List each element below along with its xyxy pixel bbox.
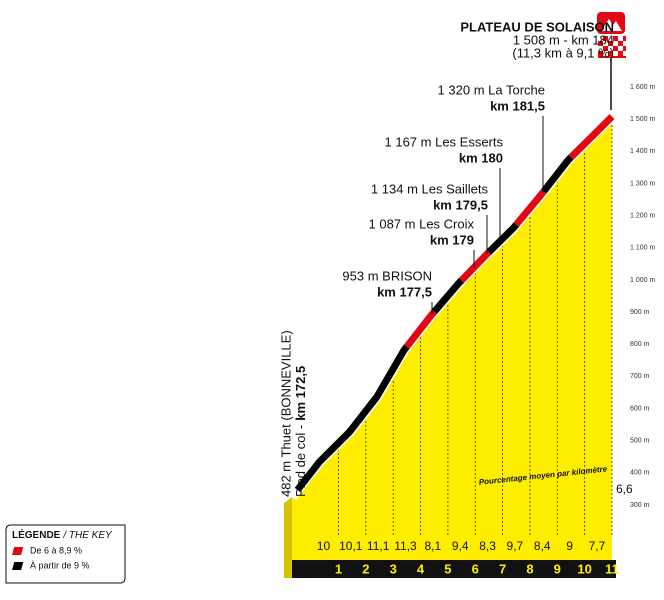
gradient-label: 10: [317, 539, 331, 553]
annotation-km: km 177,5: [377, 284, 432, 299]
km-label: 10: [577, 561, 591, 576]
y-tick-label: 300 m: [630, 502, 650, 509]
annotation-label: 1 087 m Les Croix: [369, 216, 475, 231]
gradient-stroke: [486, 222, 519, 255]
summit-info: (11,3 km à 9,1 %): [512, 45, 614, 60]
gradient-stroke: [568, 127, 601, 160]
gradient-stroke: [322, 426, 355, 459]
annotation-km: km 180: [459, 150, 503, 165]
km-label: 3: [390, 561, 397, 576]
gradient-stroke: [404, 309, 437, 349]
legend-box: [5, 524, 126, 584]
km-label: 5: [444, 561, 451, 576]
y-tick-label: 1 600 m: [630, 84, 655, 91]
gradient-stroke: [513, 189, 547, 227]
layer-lines: [288, 113, 616, 535]
mountain-shape: [601, 19, 622, 31]
flag-checks: [598, 36, 626, 56]
layer-area: [284, 116, 616, 578]
km-label: 4: [417, 561, 425, 576]
annotation-km: km 179: [430, 232, 474, 247]
km-label: 11: [605, 561, 619, 576]
y-tick-label: 1 300 m: [630, 180, 655, 187]
start-annotation: Pied de col - km 172,5: [293, 366, 308, 497]
annotation-label: 953 m BRISON: [342, 268, 432, 283]
gradient-label: 10,1: [339, 539, 363, 553]
summit-name: PLATEAU DE SOLAISON: [460, 19, 614, 34]
gradient-stroke: [431, 277, 465, 315]
legend-swatch: [12, 562, 24, 570]
gradient-stroke: [349, 390, 383, 431]
y-tick-label: 1 000 m: [630, 277, 655, 284]
y-tick-label: 500 m: [630, 438, 650, 445]
y-tick-label: 1 500 m: [630, 116, 655, 123]
start-km: km 172,5: [293, 366, 308, 421]
km-label: 8: [526, 561, 533, 576]
y-tick-label: 1 100 m: [630, 245, 655, 252]
legend-label: À partir de 9 %: [30, 560, 90, 570]
gradient-label: 8,3: [479, 539, 496, 553]
gradient-label: 7,7: [589, 539, 606, 553]
gradient-stroke: [459, 249, 492, 283]
gradient-label: 9,7: [507, 539, 524, 553]
layer-text: 1 2 3 4 5 6 7 8 9 10 11 10 10,1 11,1 11,3 8,1 9,4 8,3 9,7 8…: [317, 82, 656, 576]
gradient-stroke: [540, 154, 574, 194]
km-label: 6: [472, 561, 479, 576]
annotation-km: km 179,5: [433, 197, 488, 212]
y-tick-label: 1 400 m: [630, 148, 655, 155]
legend-label: De 6 à 8,9 %: [30, 545, 82, 555]
legend-items: De 6 à 8,9 % À partir de 9 %: [12, 545, 90, 570]
gradient-label: 6,6: [616, 482, 633, 496]
summit-icon: [597, 12, 626, 110]
km-label: 1: [335, 561, 342, 576]
legend-title: LÉGENDE / THE KEY: [12, 528, 113, 541]
gradient-label: 11,1: [367, 539, 390, 553]
gradient-label: 8,4: [534, 539, 551, 553]
gradient-stroke: [595, 114, 615, 133]
gradient-stroke: [376, 344, 410, 395]
y-tick-label: 600 m: [630, 405, 650, 412]
y-tick-label: 900 m: [630, 309, 650, 316]
y-tick-label: 1 200 m: [630, 212, 655, 219]
km-label: 9: [554, 561, 561, 576]
profile-area: [292, 116, 612, 560]
annotation-label: 1 320 m La Torche: [438, 82, 545, 97]
y-tick-label: 700 m: [630, 373, 650, 380]
annotation-label: 1 134 m Les Saillets: [371, 181, 489, 196]
y-tick-label: 400 m: [630, 470, 650, 477]
km-label: 2: [362, 561, 369, 576]
gradient-label: 8,1: [425, 539, 442, 553]
annotation-label: 1 167 m Les Esserts: [385, 134, 504, 149]
gradient-stroke: [294, 453, 328, 493]
legend-title-fr: LÉGENDE: [12, 528, 61, 541]
km-band: [292, 560, 616, 578]
annotation-km: km 181,5: [490, 98, 545, 113]
legend-title-en: / THE KEY: [62, 530, 113, 541]
gradient-label: 11,3: [394, 539, 417, 553]
start-label: Pied de col -: [293, 425, 308, 497]
km-label: 7: [499, 561, 506, 576]
y-tick-label: 800 m: [630, 341, 650, 348]
gradient-label: 9: [566, 539, 573, 553]
summit-info: 1 508 m - km 184: [513, 32, 614, 47]
gradient-label: 9,4: [452, 539, 469, 553]
profile-side: [284, 496, 292, 578]
legend-swatch: [12, 547, 24, 555]
legend: LÉGENDE / THE KEY De 6 à 8,9 % À partir de…: [5, 524, 126, 584]
start-annotation: 482 m Thuet (BONNEVILLE): [278, 330, 293, 497]
checkered-flag: [598, 36, 626, 58]
